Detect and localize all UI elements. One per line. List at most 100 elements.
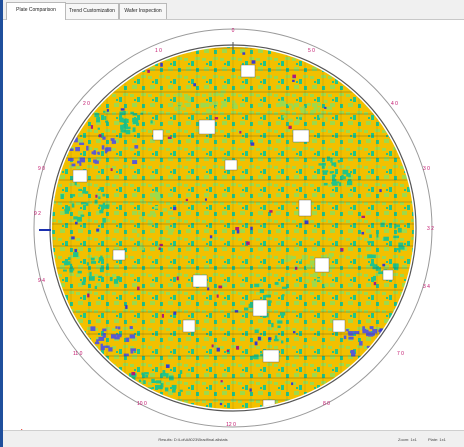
low-yield-speck — [330, 157, 333, 163]
low-yield-speck — [100, 345, 105, 351]
low-yield-speck — [94, 341, 100, 345]
low-yield-speck — [80, 202, 87, 205]
low-yield-speck — [158, 196, 161, 201]
low-yield-speck — [123, 353, 129, 357]
wafer-map[interactable]: 0 12 0 9 0 9 2 9 4 3 0 3 2 3 4 1 0 2 0 4… — [3, 20, 464, 430]
missing-die — [240, 64, 256, 78]
missing-die — [262, 349, 280, 363]
low-yield-speck — [362, 328, 367, 334]
low-yield-speck — [398, 245, 405, 250]
low-yield-speck — [394, 223, 397, 229]
low-yield-speck — [75, 147, 80, 152]
low-yield-speck — [362, 326, 365, 331]
low-yield-speck — [130, 111, 135, 115]
low-yield-speck — [91, 151, 97, 155]
low-yield-speck — [117, 326, 121, 330]
low-yield-speck — [383, 236, 389, 241]
status-plate: Plate: 1x1 — [428, 437, 446, 442]
defect-spot — [161, 313, 165, 318]
low-yield-speck — [119, 111, 126, 116]
low-yield-speck — [145, 375, 149, 378]
low-yield-speck — [130, 348, 137, 352]
low-yield-speck — [79, 162, 82, 166]
defect-spot — [71, 236, 75, 240]
low-yield-speck — [160, 236, 166, 240]
low-yield-speck — [82, 190, 86, 194]
low-yield-speck — [150, 120, 153, 124]
low-yield-speck — [323, 182, 328, 186]
tab-trend-customization[interactable]: Trend Customization — [65, 3, 119, 19]
low-yield-speck — [369, 263, 375, 267]
low-yield-speck — [60, 194, 64, 200]
wafer-label-right-3: 3 4 — [423, 284, 430, 290]
low-yield-speck — [396, 264, 399, 267]
low-yield-speck — [88, 276, 95, 281]
low-yield-speck — [309, 260, 316, 264]
defect-spot — [379, 189, 382, 193]
defect-spot — [120, 108, 125, 111]
low-yield-speck — [206, 108, 212, 114]
tab-plate-comparison[interactable]: Plate Comparison — [6, 2, 66, 20]
defect-spot — [158, 247, 161, 251]
low-yield-speck — [72, 137, 78, 143]
low-yield-speck — [282, 101, 286, 105]
missing-die — [314, 257, 330, 273]
defect-spot — [361, 231, 365, 235]
defect-spot — [110, 168, 113, 171]
low-yield-speck — [129, 326, 133, 329]
low-yield-speck — [96, 339, 99, 343]
low-yield-speck — [342, 169, 349, 175]
tab-bar: Plate Comparison Trend Customization Waf… — [3, 0, 464, 20]
low-yield-speck — [332, 178, 337, 184]
wafer-label-top: 0 — [232, 28, 235, 34]
low-yield-speck — [323, 100, 328, 103]
low-yield-speck — [84, 353, 89, 357]
low-yield-speck — [67, 148, 74, 152]
defect-spot — [292, 331, 296, 334]
low-yield-speck — [317, 107, 321, 113]
low-yield-speck — [90, 326, 96, 331]
low-yield-speck — [99, 187, 103, 191]
wafer-map-area: 0 12 0 9 0 9 2 9 4 3 0 3 2 3 4 1 0 2 0 4… — [3, 20, 464, 430]
low-yield-speck — [176, 102, 183, 106]
low-yield-speck — [151, 378, 155, 382]
low-yield-speck — [274, 335, 278, 340]
low-yield-speck — [380, 335, 386, 339]
low-yield-speck — [243, 307, 249, 311]
low-yield-speck — [128, 373, 132, 377]
low-yield-speck — [200, 102, 206, 108]
defect-spot — [324, 106, 327, 109]
low-yield-speck — [94, 113, 100, 118]
low-yield-speck — [99, 209, 104, 214]
defect-spot — [74, 248, 78, 253]
low-yield-speck — [209, 103, 212, 107]
low-yield-speck — [130, 374, 136, 377]
wafer-label-rim-6: 8 0 — [323, 401, 330, 407]
wafer-die-area — [52, 47, 414, 409]
low-yield-speck — [71, 203, 75, 208]
low-yield-speck — [279, 312, 286, 316]
defect-spot — [218, 285, 223, 289]
low-yield-speck — [248, 303, 254, 308]
low-yield-speck — [290, 255, 293, 260]
low-yield-speck — [380, 222, 385, 228]
tab-wafer-inspection[interactable]: Wafer Inspection — [119, 3, 167, 19]
defect-spot — [269, 210, 273, 213]
low-yield-speck — [311, 280, 317, 283]
defect-spot — [257, 336, 262, 341]
low-yield-speck — [395, 248, 399, 251]
low-yield-speck — [108, 347, 113, 352]
low-yield-speck — [111, 140, 116, 144]
missing-die — [224, 159, 238, 171]
low-yield-speck — [73, 252, 79, 258]
low-yield-speck — [69, 263, 73, 268]
low-yield-speck — [294, 103, 298, 108]
defect-spot — [292, 79, 295, 82]
low-yield-speck — [101, 145, 105, 150]
low-yield-speck — [252, 355, 256, 359]
low-yield-speck — [100, 343, 103, 347]
low-yield-speck — [320, 116, 323, 119]
low-yield-speck — [375, 267, 381, 271]
low-yield-speck — [157, 385, 163, 390]
low-yield-speck — [88, 195, 91, 198]
